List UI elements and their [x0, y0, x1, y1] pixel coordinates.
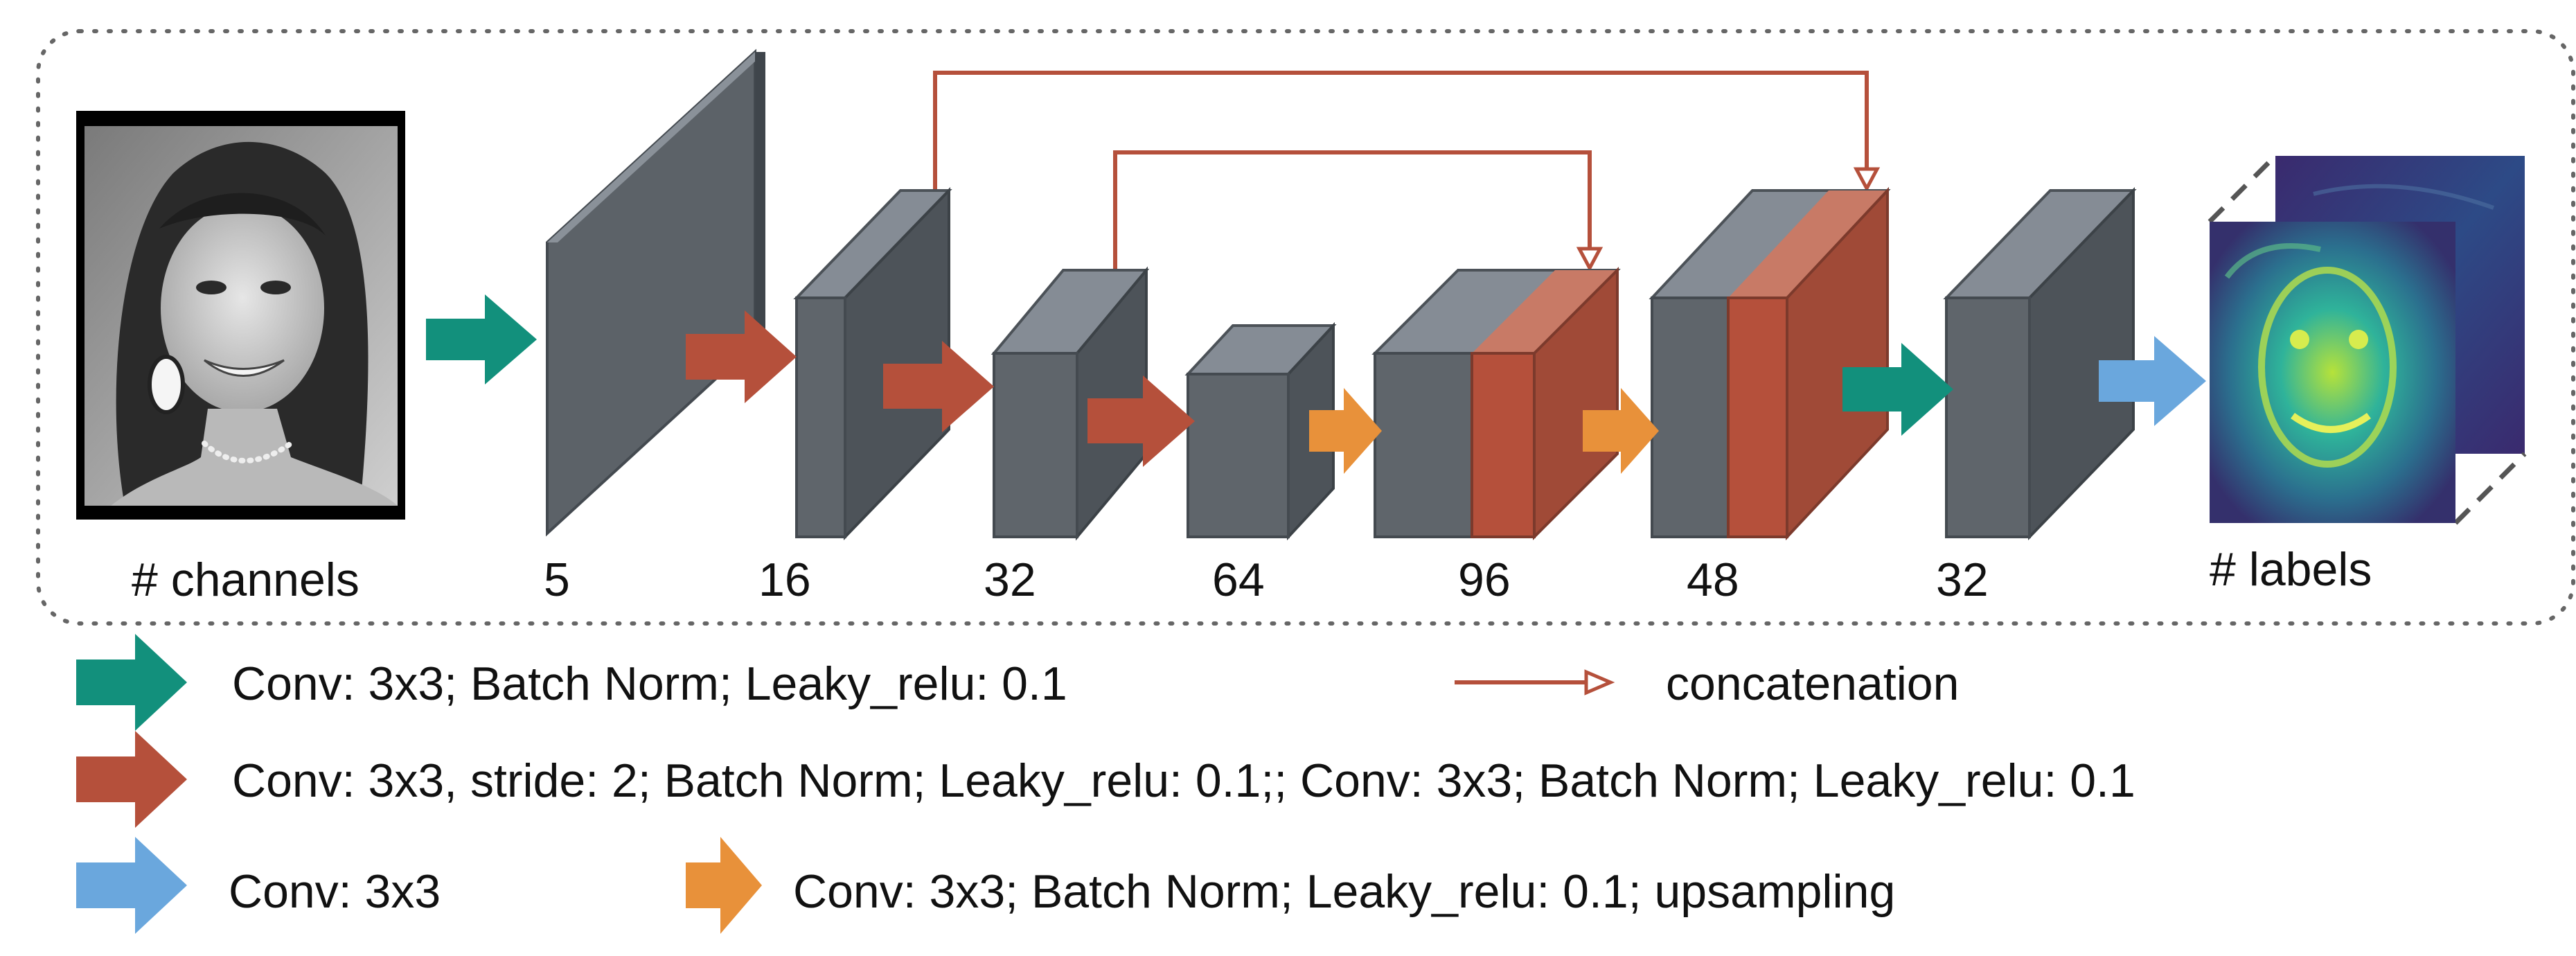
- input-channels-label: # channels: [132, 554, 359, 606]
- legend-blue-text: Conv: 3x3: [229, 865, 441, 918]
- output-feature-maps: [2208, 154, 2527, 525]
- legend-concatenation-text: concatenation: [1666, 657, 1959, 710]
- layer-label-96: 96: [1458, 554, 1511, 606]
- legend-red-arrow-icon: [76, 731, 187, 828]
- legend-orange-arrow-icon: [686, 837, 762, 934]
- arrow-red-5-to-16: [686, 310, 797, 403]
- legend-blue-arrow-icon: [76, 837, 187, 934]
- arrow-red-16-to-32: [883, 341, 994, 432]
- arrow-red-32-to-64: [1087, 375, 1195, 467]
- legend: Conv: 3x3; Batch Norm; Leaky_relu: 0.1 c…: [76, 634, 2135, 934]
- arrow-orange-64-to-96: [1309, 388, 1382, 474]
- layer-block-96: [1371, 267, 1621, 540]
- layer-label-32-encoder: 32: [984, 554, 1036, 606]
- legend-teal-text: Conv: 3x3; Batch Norm; Leaky_relu: 0.1: [232, 657, 1067, 710]
- arrow-teal-48-to-32: [1842, 343, 1953, 436]
- layer-block-5: [546, 48, 765, 537]
- layer-label-5: 5: [544, 554, 570, 606]
- legend-orange-text: Conv: 3x3; Batch Norm; Leaky_relu: 0.1; …: [793, 865, 1895, 918]
- network-frame: [36, 29, 2575, 626]
- layer-label-48: 48: [1687, 554, 1739, 606]
- arrow-orange-96-to-48: [1583, 388, 1659, 474]
- layer-block-48: [1649, 186, 1891, 541]
- legend-concatenation-arrow-icon: [1455, 669, 1615, 696]
- skip-connection-32-to-96: [1113, 150, 1604, 272]
- arrow-teal-input: [426, 294, 537, 384]
- arrow-blue-32-to-output: [2099, 336, 2206, 426]
- layer-label-64: 64: [1212, 554, 1265, 606]
- layer-block-32-decoder: [1943, 187, 2137, 540]
- output-labels-label: # labels: [2210, 543, 2372, 596]
- legend-red-text: Conv: 3x3, stride: 2; Batch Norm; Leaky_…: [232, 754, 2135, 807]
- layer-label-16: 16: [758, 554, 811, 606]
- legend-teal-arrow-icon: [76, 634, 187, 731]
- skip-connection-16-to-48: [933, 71, 1881, 193]
- input-face-photo: [76, 111, 405, 520]
- layer-label-32-decoder: 32: [1936, 554, 1989, 606]
